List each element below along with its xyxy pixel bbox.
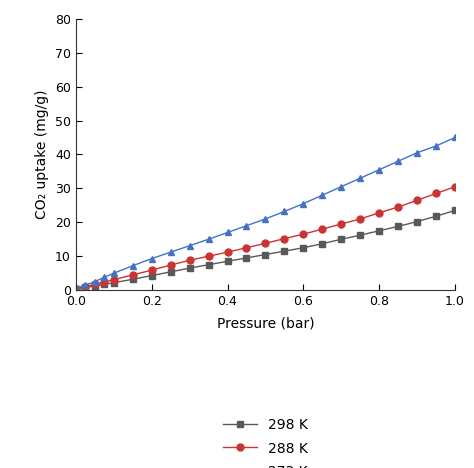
273 K — [414, 150, 420, 155]
298 K — [263, 252, 268, 257]
298 K — [282, 249, 287, 254]
273 K — [433, 143, 439, 149]
273 K — [263, 216, 268, 222]
273 K — [319, 192, 325, 198]
273 K — [168, 249, 173, 255]
298 K — [92, 283, 98, 289]
273 K — [357, 176, 363, 181]
273 K — [395, 158, 401, 164]
288 K — [206, 254, 211, 259]
273 K — [92, 279, 98, 285]
288 K — [319, 226, 325, 232]
288 K — [452, 184, 458, 190]
273 K — [244, 223, 249, 228]
298 K — [73, 286, 79, 292]
298 K — [101, 282, 107, 287]
273 K — [130, 263, 136, 269]
273 K — [111, 271, 117, 276]
298 K — [206, 262, 211, 268]
298 K — [149, 273, 155, 278]
288 K — [301, 231, 306, 237]
298 K — [414, 219, 420, 225]
288 K — [82, 284, 88, 290]
298 K — [319, 241, 325, 247]
288 K — [376, 210, 382, 216]
288 K — [395, 204, 401, 210]
273 K — [282, 209, 287, 214]
298 K — [130, 277, 136, 282]
288 K — [130, 272, 136, 278]
288 K — [433, 190, 439, 196]
288 K — [168, 262, 173, 268]
273 K — [301, 201, 306, 206]
298 K — [395, 224, 401, 229]
Line: 288 K: 288 K — [73, 183, 458, 292]
298 K — [376, 228, 382, 234]
273 K — [73, 285, 79, 291]
273 K — [101, 274, 107, 280]
298 K — [187, 265, 192, 271]
273 K — [206, 236, 211, 242]
288 K — [187, 257, 192, 263]
288 K — [225, 249, 230, 255]
273 K — [149, 256, 155, 262]
Y-axis label: CO₂ uptake (mg/g): CO₂ uptake (mg/g) — [36, 90, 49, 219]
273 K — [82, 282, 88, 288]
288 K — [92, 282, 98, 287]
288 K — [263, 241, 268, 246]
298 K — [338, 236, 344, 242]
298 K — [433, 213, 439, 219]
273 K — [225, 230, 230, 235]
273 K — [376, 167, 382, 173]
298 K — [225, 258, 230, 264]
273 K — [452, 135, 458, 140]
298 K — [357, 233, 363, 238]
288 K — [244, 245, 249, 250]
X-axis label: Pressure (bar): Pressure (bar) — [217, 316, 314, 330]
288 K — [282, 236, 287, 241]
288 K — [414, 197, 420, 203]
288 K — [338, 221, 344, 227]
273 K — [338, 184, 344, 190]
298 K — [168, 269, 173, 275]
Line: 273 K: 273 K — [73, 134, 458, 292]
288 K — [149, 267, 155, 273]
298 K — [452, 208, 458, 213]
288 K — [101, 279, 107, 285]
298 K — [244, 255, 249, 261]
288 K — [357, 216, 363, 222]
298 K — [82, 285, 88, 290]
298 K — [301, 245, 306, 250]
Line: 298 K: 298 K — [73, 207, 458, 292]
288 K — [111, 277, 117, 283]
288 K — [73, 286, 79, 292]
Legend: 298 K, 288 K, 273 K: 298 K, 288 K, 273 K — [216, 411, 315, 468]
273 K — [187, 243, 192, 249]
298 K — [111, 280, 117, 285]
